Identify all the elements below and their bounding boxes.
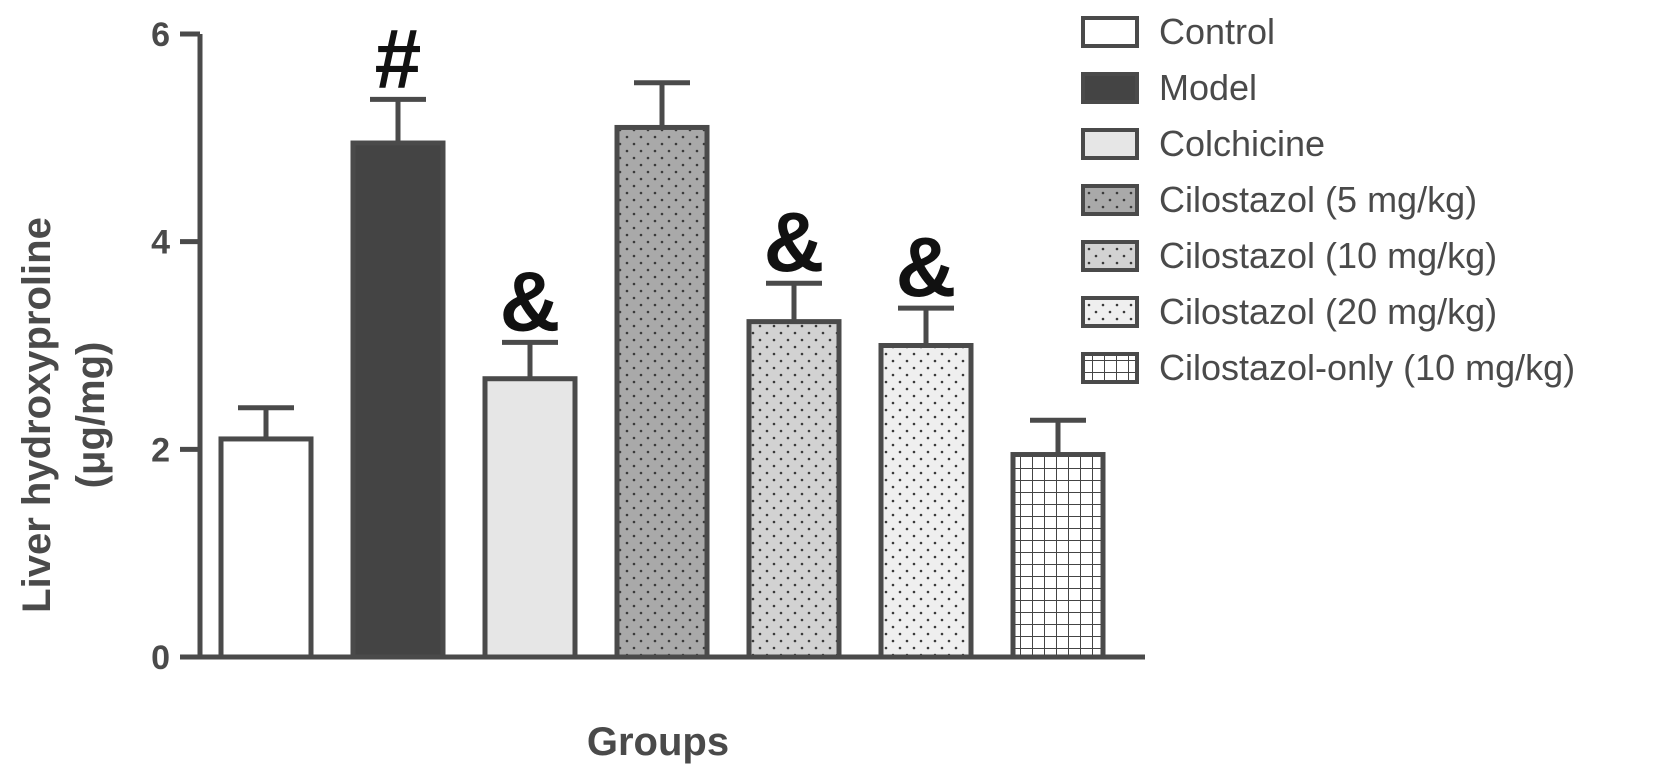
legend-swatch-pattern: [1085, 244, 1135, 268]
bar-pattern: [1015, 457, 1101, 655]
legend-swatch-pattern: [1085, 188, 1135, 212]
legend-swatch: [1081, 128, 1139, 160]
significance-marker: &: [896, 220, 957, 314]
y-tick-label: 0: [151, 639, 170, 677]
legend-label: Cilostazol (20 mg/kg): [1159, 291, 1497, 332]
bar-pattern: [619, 129, 705, 655]
y-axis-title: Liver hydroxyproline (μg/mg): [15, 217, 113, 613]
legend-swatch-pattern: [1085, 300, 1135, 324]
significance-marker: &: [500, 254, 561, 348]
y-axis: 0 2 4 6: [151, 16, 203, 677]
legend-swatch: [1081, 16, 1139, 48]
legend-label: Cilostazol (5 mg/kg): [1159, 179, 1477, 220]
legend-label: Colchicine: [1159, 123, 1325, 164]
bars: #&& &: [218, 11, 1106, 660]
x-axis-title: Groups: [587, 720, 729, 764]
legend-label: Cilostazol (10 mg/kg): [1159, 235, 1497, 276]
legend-label: Cilostazol-only (10 mg/kg): [1159, 347, 1575, 388]
legend-label: Model: [1159, 67, 1257, 108]
y-tick-label: 6: [151, 16, 170, 54]
significance-marker: &: [764, 195, 825, 289]
bar: [482, 376, 578, 660]
significance-marker: #: [375, 11, 422, 105]
y-axis-title-line-1: Liver hydroxyproline: [15, 217, 59, 613]
bar: [350, 140, 446, 660]
bar-pattern: [751, 324, 837, 655]
y-axis-title-line-2: (μg/mg): [69, 342, 113, 489]
bar: [218, 436, 314, 660]
legend: Control Model Colchicine Cilostazol (5 mg/k…: [1081, 11, 1575, 388]
legend-label: Control: [1159, 11, 1275, 52]
y-tick-label: 2: [151, 431, 170, 469]
legend-swatch-pattern: [1085, 356, 1135, 380]
bar-pattern: [883, 348, 969, 655]
legend-swatch: [1081, 72, 1139, 104]
y-tick-label: 4: [151, 224, 170, 262]
